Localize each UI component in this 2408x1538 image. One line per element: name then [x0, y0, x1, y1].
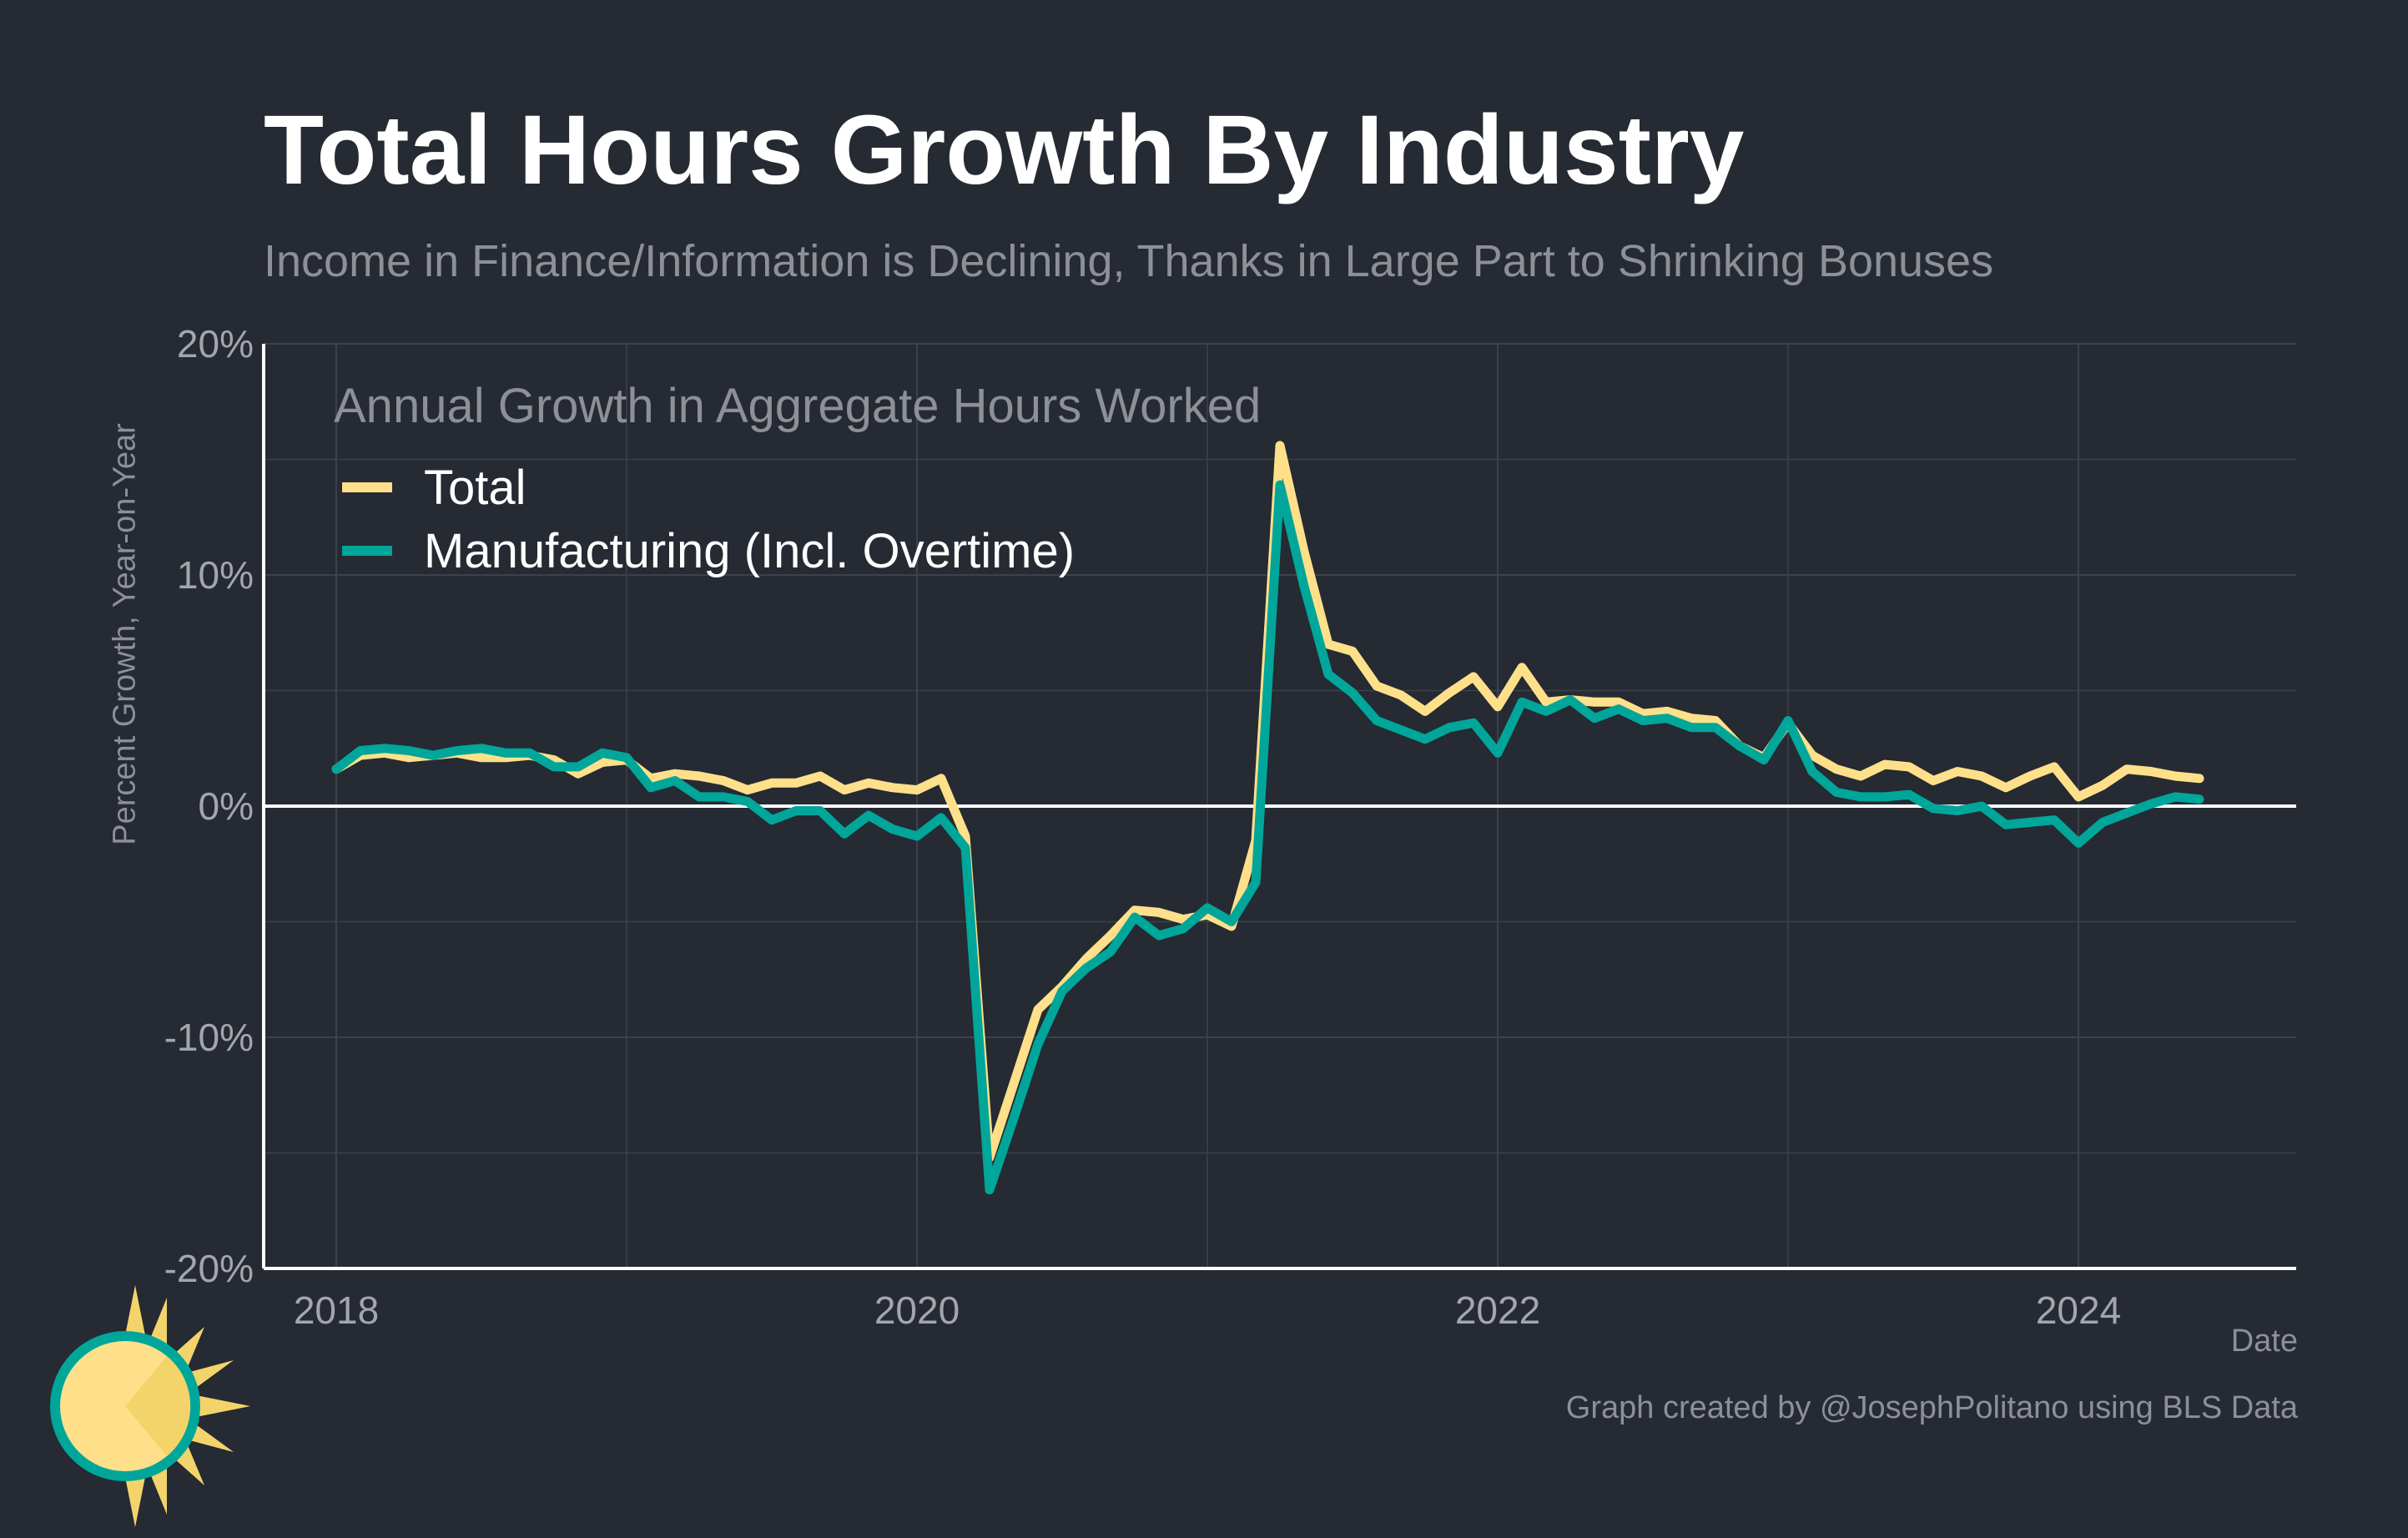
tick-labels: -20% -10% 0% 10% 20% 2018 2020 2022 2024 [164, 322, 2122, 1332]
series-line-manufacturing [331, 480, 2204, 1195]
source-caption: Graph created by @JosephPolitano using B… [1565, 1390, 2298, 1425]
x-tick-label: 2018 [294, 1288, 379, 1332]
sun-logo-icon [50, 1285, 250, 1527]
chart-subtitle: Income in Finance/Information is Declini… [264, 236, 1994, 286]
series-lines [331, 441, 2204, 1195]
legend: Annual Growth in Aggregate Hours Worked T… [334, 379, 1261, 578]
chart-title: Total Hours Growth By Industry [264, 95, 1745, 205]
y-tick-label: 0% [199, 784, 254, 828]
y-tick-label: -10% [164, 1016, 254, 1059]
y-tick-label: 10% [177, 553, 254, 597]
y-tick-label: -20% [164, 1247, 254, 1290]
x-tick-label: 2022 [1455, 1288, 1540, 1332]
y-tick-label: 20% [177, 322, 254, 366]
legend-label: Total [424, 461, 526, 515]
x-tick-label: 2024 [2036, 1288, 2121, 1332]
legend-label: Manufacturing (Incl. Overtime) [424, 524, 1075, 578]
x-tick-label: 2020 [874, 1288, 960, 1332]
legend-title: Annual Growth in Aggregate Hours Worked [334, 379, 1261, 433]
x-axis-label: Date [2230, 1324, 2298, 1359]
